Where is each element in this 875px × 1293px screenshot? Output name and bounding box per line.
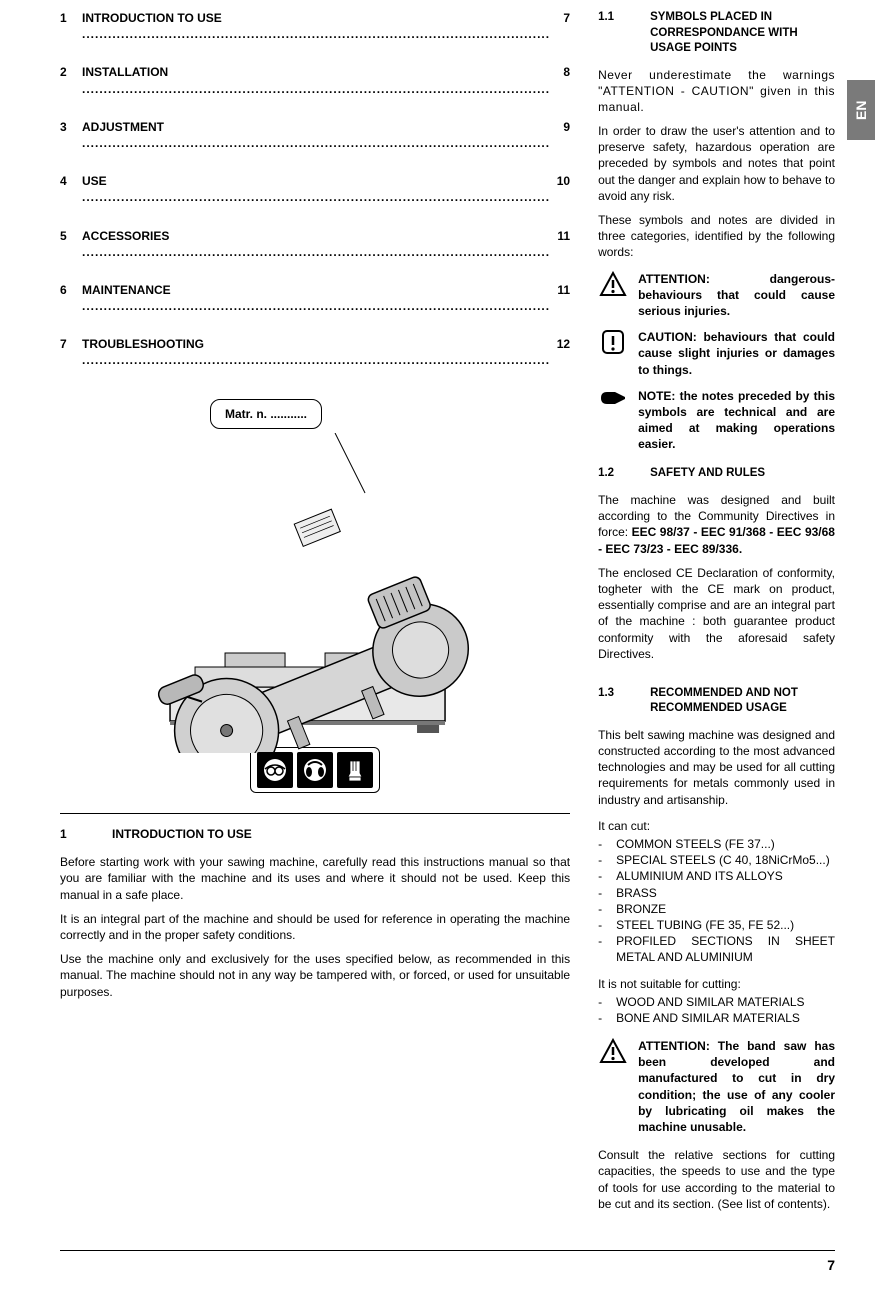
caution-warning: CAUTION: behaviours that could cause sli… [598,329,835,378]
list-item: -COMMON STEELS (FE 37...) [598,836,835,852]
language-tab: EN [847,80,875,140]
toc-title: USE [82,173,550,205]
toc-title: MAINTENANCE [82,282,550,314]
section-1-3-title: RECOMMENDED AND NOT RECOMMENDED USAGE [650,686,835,717]
note-hand-icon [598,388,628,453]
goggles-icon [257,752,293,788]
attention-triangle-icon [598,1038,628,1135]
section-1-para-1: Before starting work with your sawing ma… [60,854,570,903]
section-1-1-para-3: These symbols and notes are divided in t… [598,212,835,261]
toc-row: 7TROUBLESHOOTING 12 [60,336,570,368]
section-1-2-para-2: The enclosed CE Declaration of conformit… [598,565,835,662]
toc-page: 9 [550,119,570,151]
section-1-3-num: 1.3 [598,686,650,717]
caution-box-icon [598,329,628,378]
page-footer: 7 [60,1250,835,1273]
gloves-icon [337,752,373,788]
toc-num: 7 [60,336,82,368]
page-number: 7 [827,1257,835,1273]
note-text: NOTE: the notes preceded by this symbols… [638,388,835,453]
toc-page: 8 [550,64,570,96]
note-warning: NOTE: the notes preceded by this symbols… [598,388,835,453]
attention-triangle-icon [598,271,628,320]
section-1-para-3: Use the machine only and exclusively for… [60,951,570,1000]
toc-num: 1 [60,10,82,42]
list-item: -ALUMINIUM AND ITS ALLOYS [598,868,835,884]
band-saw-illustration [60,433,570,753]
toc-page: 7 [550,10,570,42]
left-column: 1INTRODUCTION TO USE 72INSTALLATION 83AD… [60,10,570,1220]
toc-row: 5ACCESSORIES 11 [60,228,570,260]
attention-bandsaw-warning: ATTENTION: The band saw has been develop… [598,1038,835,1135]
attention-text: ATTENTION: dangerous-behaviours that cou… [638,271,835,320]
section-1-1-title: SYMBOLS PLACED IN CORRESPONDANCE WITH US… [650,10,835,57]
toc-title: INSTALLATION [82,64,550,96]
section-1-1-heading: 1.1 SYMBOLS PLACED IN CORRESPONDANCE WIT… [598,10,835,57]
toc-row: 1INTRODUCTION TO USE 7 [60,10,570,42]
section-1-2-num: 1.2 [598,466,650,482]
section-1-1-num: 1.1 [598,10,650,57]
toc-page: 12 [550,336,570,368]
table-of-contents: 1INTRODUCTION TO USE 7 2INSTALLATION 8 3AD… [60,10,570,369]
toc-row: 2INSTALLATION 8 [60,64,570,96]
separator-line [60,813,570,814]
section-1-3-para-1: This belt sawing machine was designed an… [598,727,835,808]
section-1-heading: 1 INTRODUCTION TO USE [60,826,570,842]
toc-num: 6 [60,282,82,314]
attention-bandsaw-text: ATTENTION: The band saw has been develop… [638,1038,835,1135]
section-1-2-title: SAFETY AND RULES [650,466,765,482]
machine-diagram-box: Matr. n. ........... [60,399,570,793]
section-1-1-para-2: In order to draw the user's attention an… [598,123,835,204]
attention-warning: ATTENTION: dangerous-behaviours that cou… [598,271,835,320]
list-item: -SPECIAL STEELS (C 40, 18NiCrMo5...) [598,852,835,868]
toc-title: ACCESSORIES [82,228,550,260]
toc-title: INTRODUCTION TO USE [82,10,550,42]
caution-text: CAUTION: behaviours that could cause sli… [638,329,835,378]
section-1-para-2: It is an integral part of the machine an… [60,911,570,943]
toc-num: 4 [60,173,82,205]
list-item: -WOOD AND SIMILAR MATERIALS [598,994,835,1010]
toc-row: 4USE 10 [60,173,570,205]
section-1-3-heading: 1.3 RECOMMENDED AND NOT RECOMMENDED USAG… [598,686,835,717]
list-item: -BRONZE [598,901,835,917]
list-item: -STEEL TUBING (FE 35, FE 52...) [598,917,835,933]
can-cut-label: It can cut: [598,818,835,834]
toc-num: 2 [60,64,82,96]
toc-num: 5 [60,228,82,260]
section-1-num: 1 [60,826,112,842]
right-column: 1.1 SYMBOLS PLACED IN CORRESPONDANCE WIT… [598,10,835,1220]
not-suitable-label: It is not suitable for cutting: [598,976,835,992]
toc-page: 11 [550,228,570,260]
list-item: -BONE AND SIMILAR MATERIALS [598,1010,835,1026]
toc-row: 3ADJUSTMENT 9 [60,119,570,151]
section-1-2-heading: 1.2 SAFETY AND RULES [598,466,835,482]
toc-title: TROUBLESHOOTING [82,336,550,368]
section-1-title: INTRODUCTION TO USE [112,826,252,842]
toc-page: 10 [550,173,570,205]
matr-label: Matr. n. ........... [210,399,322,429]
toc-page: 11 [550,282,570,314]
toc-title: ADJUSTMENT [82,119,550,151]
section-1-3-para-last: Consult the relative sections for cuttin… [598,1147,835,1212]
toc-row: 6MAINTENANCE 11 [60,282,570,314]
ear-protection-icon [297,752,333,788]
section-1-2-para-1: The machine was designed and built accor… [598,492,835,557]
list-item: -PROFILED SECTIONS IN SHEET METAL AND AL… [598,933,835,965]
ppe-icons-box [250,747,380,793]
list-item: -BRASS [598,885,835,901]
toc-num: 3 [60,119,82,151]
not-suitable-list: -WOOD AND SIMILAR MATERIALS-BONE AND SIM… [598,994,835,1026]
section-1-1-para-1: Never underestimate the warnings "ATTENT… [598,67,835,116]
can-cut-list: -COMMON STEELS (FE 37...)-SPECIAL STEELS… [598,836,835,966]
